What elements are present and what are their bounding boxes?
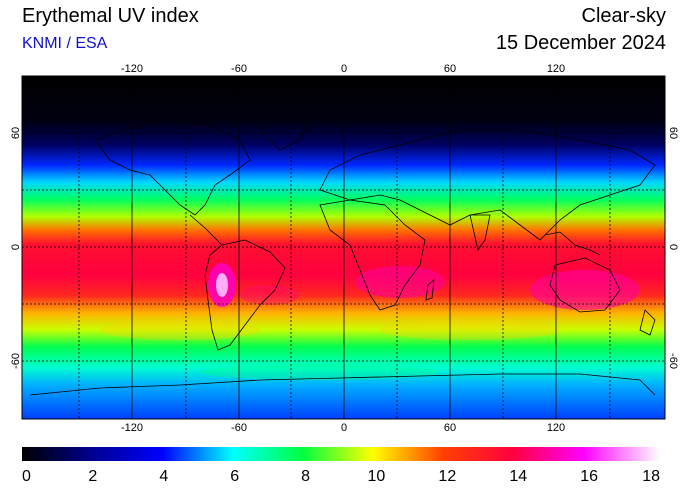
- sky-mode-label: Clear-sky: [581, 5, 666, 27]
- colorbar: [22, 447, 660, 461]
- colorbar-tick-label: 14: [509, 468, 527, 485]
- lat-tick-right: 60: [667, 127, 679, 139]
- lon-tick-bottom: 0: [341, 422, 347, 434]
- right-lat-ticks: 60 0 -60: [667, 127, 679, 369]
- colorbar-tick-label: 4: [159, 468, 168, 485]
- colorbar-tick-label: 18: [642, 468, 660, 485]
- lon-tick-top: -120: [121, 63, 143, 75]
- page-title: Erythemal UV index: [22, 5, 199, 27]
- lon-tick-top: 120: [547, 63, 565, 75]
- colorbar-tick-label: 6: [230, 468, 239, 485]
- lon-tick-bottom: -60: [231, 422, 247, 434]
- bottom-lon-ticks: -120 -60 0 60 120: [121, 422, 565, 434]
- graticule: [22, 76, 665, 419]
- lat-tick-right: -60: [667, 353, 679, 369]
- lat-tick-right: 0: [667, 244, 679, 250]
- lon-tick-bottom: -120: [121, 422, 143, 434]
- colorbar-tick-label: 10: [368, 468, 386, 485]
- colorbar-tick-label: 2: [88, 468, 97, 485]
- lat-tick-left: 0: [10, 244, 22, 250]
- lat-tick-left: 60: [10, 127, 22, 139]
- coastlines: [29, 104, 656, 396]
- lon-tick-top: -60: [231, 63, 247, 75]
- colorbar-tick-label: 8: [301, 468, 310, 485]
- colorbar-labels: 0 2 4 6 8 10 12 14 16 18: [22, 468, 660, 485]
- colorbar-tick-label: 16: [580, 468, 598, 485]
- source-label: KNMI / ESA: [22, 35, 108, 52]
- lat-tick-left: -60: [10, 353, 22, 369]
- lon-tick-top: 60: [444, 63, 456, 75]
- lon-tick-bottom: 60: [444, 422, 456, 434]
- left-lat-ticks: 60 0 -60: [10, 127, 22, 369]
- lon-tick-top: 0: [341, 63, 347, 75]
- date-label: 15 December 2024: [495, 32, 666, 54]
- lon-tick-bottom: 120: [547, 422, 565, 434]
- uv-field: [22, 76, 665, 419]
- colorbar-tick-label: 12: [438, 468, 456, 485]
- top-lon-ticks: -120 -60 0 60 120: [121, 63, 565, 75]
- map-frame: [21, 75, 666, 420]
- colorbar-tick-label: 0: [22, 468, 31, 485]
